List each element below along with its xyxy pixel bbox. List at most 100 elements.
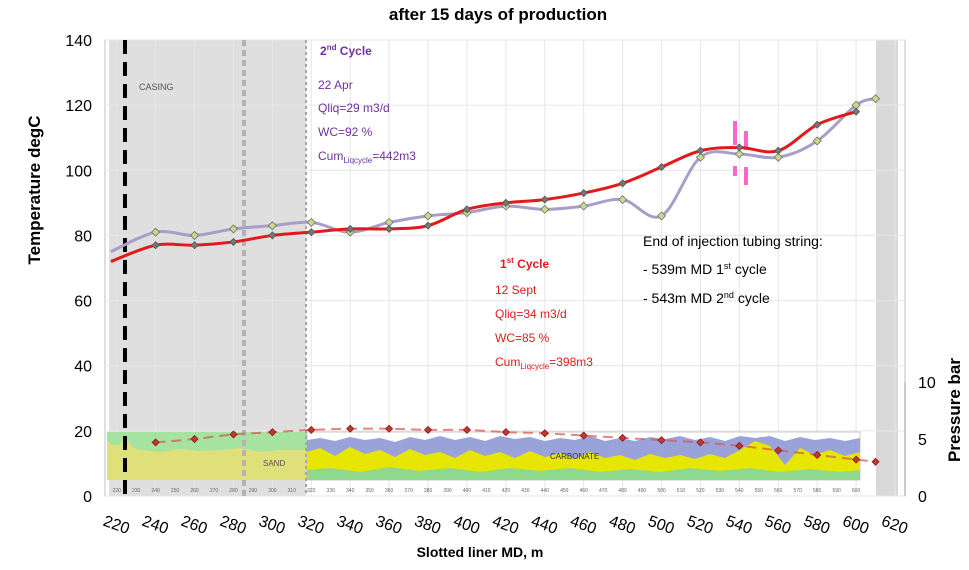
log-strip-tick: 510 [677,488,686,494]
log-strip-tick: 550 [755,488,764,494]
cycle2-point [812,136,822,146]
log-strip-tick: 590 [832,488,841,494]
cycle2-annotation: 2nd Cycle 22 Apr Qliq=29 m3/d WC=92 % Cu… [318,43,416,165]
y-axis-ticks: 0 20 40 60 80 100 120 140 [65,33,92,506]
x-axis-ticks: 220 240 260 280 300 320 340 360 380 400 420 440 460 4… [101,513,910,538]
x-tick-label: 600 [840,513,871,538]
log-strip-tick: 290 [249,488,258,494]
x-tick-label: 540 [723,513,754,538]
cycle2-title: 2nd Cycle [320,43,372,58]
pressure-point [540,429,549,438]
y2-axis-ticks: 0 5 10 [904,375,936,506]
y-tick-label: 120 [65,98,92,115]
cycle2-point [267,221,277,231]
sand-label: SAND [263,459,285,468]
x-tick-label: 440 [529,513,560,538]
cycle2-point [618,195,628,205]
log-strip-tick: 570 [794,488,803,494]
log-strip-tick: 560 [774,488,783,494]
cycle1-title: 1st Cycle [500,256,549,271]
tubing-heading: End of injection tubing string: [643,233,823,249]
tubing-annotation: End of injection tubing string: - 539m M… [643,233,823,306]
pressure-point [190,434,199,444]
log-strip-tick: 270 [210,488,219,494]
x-tick-label: 420 [490,513,521,538]
cycle1-point [307,228,316,237]
x-tick-label: 320 [295,513,326,538]
log-strip-tick: 220 [113,488,122,494]
log-strip-tick: 430 [521,488,530,494]
y2-axis-label: Pressure bar [945,358,964,462]
y-tick-label: 0 [83,489,92,506]
right-zone [876,40,898,496]
tubing-line-2: - 543m MD 2nd cycle [643,290,770,306]
log-strip-tick: 230 [132,488,141,494]
cycle1-point [190,241,199,250]
y-tick-label: 40 [74,359,92,376]
cycle2-point [870,94,881,104]
cycle2-point [423,211,433,221]
cycle1-point [385,224,394,233]
carbonate-label: CARBONATE [550,452,599,461]
x-tick-label: 280 [218,513,249,538]
pressure-point [346,424,355,433]
cycle2-point [189,230,200,240]
pressure-point [462,425,472,434]
log-strip-tick: 380 [424,488,433,494]
casing-label: CASING [139,82,174,92]
x-axis-label: Slotted liner MD, m [417,544,544,560]
cycle2-point [306,217,316,227]
log-strip-tick: 480 [618,488,627,494]
y-tick-label: 80 [74,228,92,245]
pressure-point [229,430,238,439]
pressure-point [657,436,666,445]
pressure-point [774,446,783,455]
y-tick-label: 20 [74,424,92,441]
x-tick-label: 460 [568,513,599,538]
cycle2-point [773,152,783,162]
series-layer [110,94,881,466]
log-strip-tick: 440 [541,488,550,494]
cycle1-point [229,237,238,247]
chart-title: after 15 days of production [389,5,607,24]
pressure-point [385,424,394,433]
cycle2-qliq: Qliq=29 m3/d [318,101,390,115]
cycle1-point [657,162,666,172]
x-tick-label: 360 [373,513,404,538]
tubing-line-1: - 539m MD 1st cycle [643,261,767,277]
log-strip-tick: 360 [385,488,394,494]
pressure-point [696,438,705,447]
log-strip-tick: 400 [463,488,472,494]
cycle1-point [540,195,549,204]
cycle2-point [734,149,744,159]
cycle1-point [346,224,355,233]
log-strip-tick: 580 [813,488,822,494]
x-tick-label: 340 [334,513,365,538]
log-strip-tick: 350 [365,488,374,494]
log-strip-tick: 410 [482,488,491,494]
cycle1-point [579,189,588,198]
x-tick-label: 400 [451,513,482,538]
log-strip-tick: 450 [560,488,569,494]
cycle1-date: 12 Sept [495,283,537,297]
cycle1-point [618,179,627,188]
log-strip-tick: 490 [638,488,647,494]
pressure-point [151,438,160,447]
sand-yellow-band [107,436,307,480]
x-tick-label: 520 [684,513,715,538]
cycle2-date: 22 Apr [318,78,353,92]
cycle1-wc: WC=85 % [495,331,550,345]
log-strip-tick: 340 [346,488,355,494]
x-tick-label: 580 [801,513,832,538]
cycle2-point [151,227,161,237]
x-tick-label: 220 [101,513,132,538]
x-tick-label: 560 [762,513,793,538]
log-strip-tick: 390 [443,488,452,494]
carbonate-green-band [307,467,860,480]
cycle1-point [151,241,160,250]
pressure-point [735,441,744,450]
x-tick-label: 620 [879,513,910,538]
cycle1-point [852,107,861,116]
log-strip-tick: 600 [852,488,861,494]
